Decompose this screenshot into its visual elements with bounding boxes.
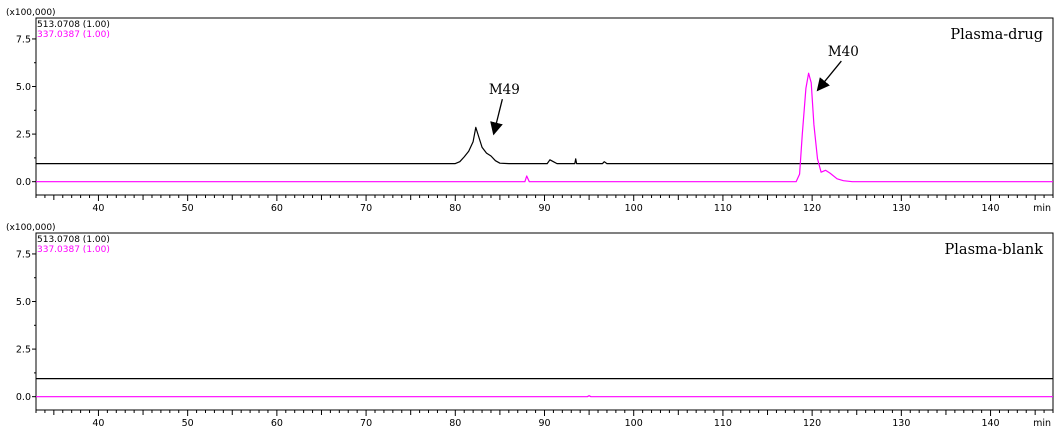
y-multiplier-label: (x100,000): [6, 8, 56, 18]
panel-label: Plasma-drug: [950, 27, 1043, 43]
x-tick-label: 60: [271, 418, 283, 429]
y-tick-label: 0.0: [16, 177, 31, 188]
x-unit-label: min: [1033, 418, 1051, 429]
series-trace: [36, 126, 1053, 165]
x-tick-label: 70: [360, 418, 372, 429]
x-tick-label: 130: [892, 203, 910, 214]
x-tick-label: 80: [449, 418, 461, 429]
x-tick-label: 130: [892, 418, 910, 429]
x-tick-label: 50: [182, 203, 194, 214]
x-tick-label: 120: [803, 203, 821, 214]
x-tick-label: 100: [625, 203, 643, 214]
x-tick-label: 70: [360, 203, 372, 214]
x-tick-label: 100: [625, 418, 643, 429]
peak-annotation-label: M49: [489, 82, 520, 98]
plot-frame: [35, 232, 1054, 411]
peak-annotation-label: M40: [828, 44, 859, 60]
x-tick-label: 50: [182, 418, 194, 429]
y-tick-label: 0.0: [16, 392, 31, 403]
legend-entry: 337.0387 (1.00): [37, 30, 110, 40]
x-tick-label: 60: [271, 203, 283, 214]
x-tick-label: 110: [714, 203, 732, 214]
x-tick-label: 110: [714, 418, 732, 429]
peak-annotation-arrow: [490, 98, 503, 136]
panel-label: Plasma-blank: [945, 242, 1044, 258]
series-trace: [36, 72, 1053, 183]
y-multiplier-label: (x100,000): [6, 223, 56, 233]
x-tick-label: 40: [92, 418, 104, 429]
panel-plasma-blank: 40 50 60 70 80 90 100 110 120 130 140 min 0.0 2.5 5.0 7…: [6, 223, 1054, 429]
y-tick-label: 7.5: [16, 34, 31, 45]
x-tick-label: 90: [538, 418, 550, 429]
x-unit-label: min: [1033, 203, 1051, 214]
y-tick-label: 2.5: [16, 345, 31, 356]
legend-entry: 513.0708 (1.00): [37, 20, 110, 30]
x-tick-label: 140: [981, 418, 999, 429]
x-tick-label: 40: [92, 203, 104, 214]
x-tick-label: 120: [803, 418, 821, 429]
x-tick-label: 140: [981, 203, 999, 214]
legend-entry: 337.0387 (1.00): [37, 245, 110, 255]
panel-plasma-drug: 40 50 60 70 80 90 100 110 120 130 140 min 0.0 2.5 5.0 7…: [6, 8, 1054, 214]
x-tick-label: 90: [538, 203, 550, 214]
plot-frame: [35, 17, 1054, 196]
peak-annotation-arrow: [816, 60, 842, 92]
x-tick-label: 80: [449, 203, 461, 214]
y-tick-label: 7.5: [16, 249, 31, 260]
y-tick-label: 5.0: [16, 82, 31, 93]
series-trace: [36, 395, 1053, 398]
legend-entry: 513.0708 (1.00): [37, 235, 110, 245]
y-tick-label: 5.0: [16, 297, 31, 308]
y-tick-label: 2.5: [16, 130, 31, 141]
